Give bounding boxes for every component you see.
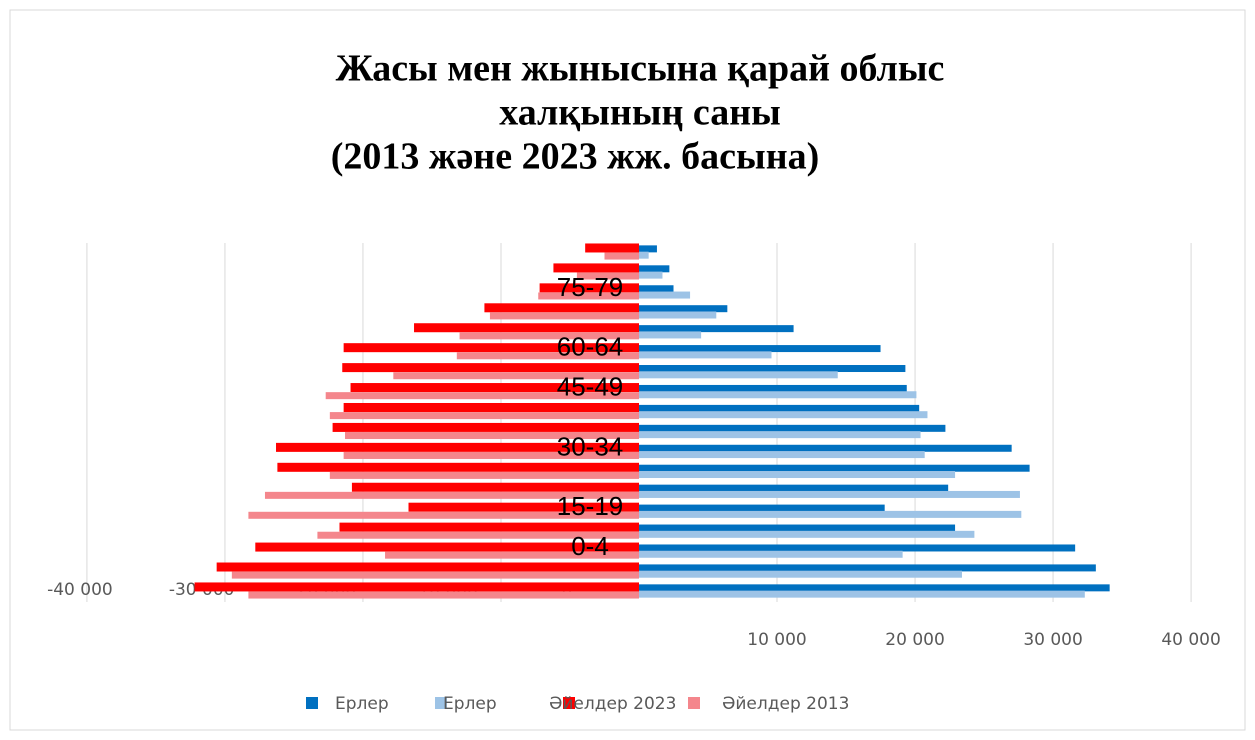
y-tick-label: 15-19 <box>557 491 624 521</box>
bar <box>342 363 639 373</box>
bar <box>639 251 649 259</box>
bar <box>459 332 639 340</box>
bar <box>408 502 639 512</box>
legend-swatch <box>688 697 700 709</box>
bar <box>194 582 639 592</box>
bar <box>576 272 639 280</box>
bar <box>639 411 928 419</box>
bar <box>639 391 917 399</box>
bar <box>639 444 1012 452</box>
bar <box>317 531 639 539</box>
legend-label: Ерлер <box>335 694 389 714</box>
bar <box>277 462 639 472</box>
bar <box>343 402 639 412</box>
bar <box>639 524 956 532</box>
bar <box>639 285 674 293</box>
x-tick-label: -40 000 <box>47 580 113 600</box>
bar <box>339 522 639 532</box>
bar <box>248 511 639 519</box>
bar <box>329 412 639 420</box>
bar <box>332 422 639 432</box>
bar <box>385 551 639 559</box>
bar <box>639 371 838 379</box>
bar <box>553 263 639 273</box>
bar <box>639 424 946 432</box>
bar <box>604 252 639 260</box>
bar <box>343 451 639 459</box>
x-tick-label: 30 000 <box>1023 630 1082 650</box>
bar <box>639 504 885 512</box>
bar <box>639 305 728 313</box>
legend-swatch <box>306 697 318 709</box>
bar <box>639 384 907 392</box>
bar <box>639 345 881 353</box>
bar <box>248 591 639 599</box>
y-tick-label: 45-49 <box>557 371 624 401</box>
bar <box>639 311 717 319</box>
bar <box>639 570 962 578</box>
bar <box>639 271 663 279</box>
bar <box>343 343 639 353</box>
bar <box>639 530 975 538</box>
bar <box>639 584 1110 592</box>
bar <box>639 325 794 333</box>
x-tick-label: 40 000 <box>1161 630 1220 650</box>
bar <box>639 464 1030 472</box>
chart-title: халқының саны <box>499 92 781 134</box>
y-tick-label: 60-64 <box>557 332 624 362</box>
x-tick-label: 10 000 <box>747 630 806 650</box>
bar <box>351 482 639 492</box>
bar <box>639 510 1022 518</box>
bar <box>639 564 1096 572</box>
bar <box>639 431 921 439</box>
bar <box>639 291 691 299</box>
chart-title: Жасы мен жынысына қарай облыс <box>336 48 945 90</box>
bar <box>639 451 925 459</box>
bar <box>345 432 639 440</box>
y-tick-label: 30-34 <box>557 431 624 461</box>
bar <box>325 392 639 400</box>
legend-label: Ерлер <box>443 694 497 714</box>
legend-label: Әйелдер 2023 <box>549 694 676 714</box>
bar <box>539 283 639 293</box>
legend-swatch <box>563 697 575 709</box>
bar <box>639 590 1085 598</box>
bar <box>350 383 639 393</box>
bar <box>216 562 639 572</box>
bar <box>484 303 639 313</box>
bar <box>414 323 639 333</box>
bar <box>639 471 956 479</box>
bar <box>393 372 639 380</box>
bar <box>489 312 639 320</box>
bar <box>231 571 639 579</box>
bar <box>585 243 639 253</box>
y-tick-label: 0-4 <box>571 531 609 561</box>
x-tick-label: 20 000 <box>885 630 944 650</box>
chart-title: (2013 және 2023 жж. басына) <box>331 136 820 178</box>
bar <box>639 245 657 253</box>
bar <box>255 542 640 552</box>
bar <box>639 365 906 373</box>
bar <box>276 442 639 452</box>
bar <box>639 544 1076 552</box>
legend-swatch <box>435 697 447 709</box>
y-tick-label: 75-79 <box>557 272 624 302</box>
bar <box>639 265 670 273</box>
bar <box>639 331 702 339</box>
bar <box>639 550 903 558</box>
bar <box>329 471 639 479</box>
legend-label: Әйелдер 2013 <box>722 694 849 714</box>
bar <box>639 404 920 412</box>
bar <box>264 491 639 499</box>
bar <box>639 490 1020 498</box>
bar <box>639 351 772 359</box>
bar <box>538 292 639 300</box>
bar <box>456 352 639 360</box>
bar <box>639 484 949 492</box>
